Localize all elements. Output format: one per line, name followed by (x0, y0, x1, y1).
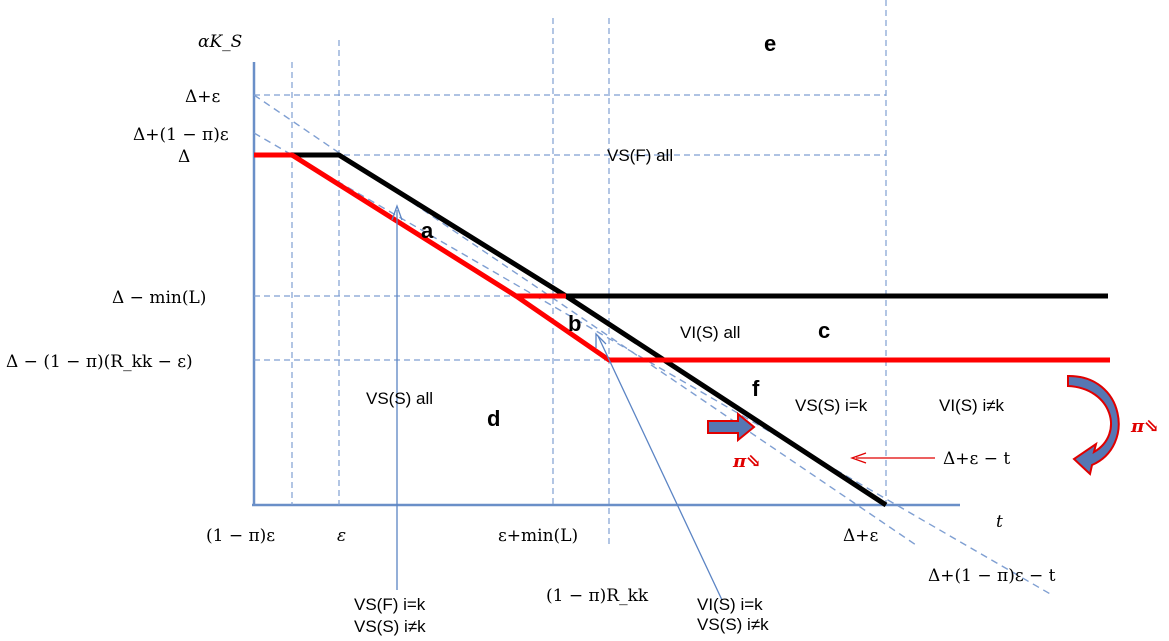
annotation-bottom-left-1: VS(F) i=k (354, 595, 426, 614)
region-label-a: a (421, 218, 434, 243)
zone-label-vs-s-all: VS(S) all (366, 389, 433, 408)
zone-label-vs-s-ik: VS(S) i=k (795, 396, 868, 415)
x-tick-label: ε+min(L) (498, 526, 578, 546)
pointer-line-mid (597, 335, 723, 601)
region-label-e: e (764, 31, 776, 56)
y-tick-label: Δ+(1 − π)ε (133, 125, 229, 145)
black-curve-upper (254, 152, 1108, 299)
y-tick-label: Δ+ε (185, 87, 221, 107)
y-tick-label: Δ (178, 147, 190, 167)
x-tick-label: (1 − π)ε (206, 526, 275, 546)
pointer-head-left (391, 204, 403, 221)
annotation-bottom-mid-1: VI(S) i=k (697, 595, 763, 614)
region-label-b: b (568, 311, 581, 336)
y-axis-label: αK_S (198, 32, 242, 52)
right-block-arrow (707, 411, 756, 443)
region-label-c: c (818, 318, 830, 343)
red-curve-upper (254, 152, 566, 299)
x-tick-label: (1 − π)R_kk (546, 586, 649, 606)
x-tick-label: Δ+ε (843, 526, 879, 546)
black-curve-diagonal (564, 293, 888, 508)
annotation-bottom-mid-2: VS(S) i≠k (697, 615, 769, 634)
pointer-head-mid (595, 332, 607, 348)
annotation-pi-arrow: π⇘ (732, 451, 761, 472)
pointer-head-right (850, 452, 867, 464)
x-tick-label: ε (337, 526, 346, 546)
diag-delta-1mpi-eps-t (253, 132, 1053, 596)
zone-label-vi-s-all: VI(S) all (680, 323, 740, 342)
y-tick-label: Δ − min(L) (112, 288, 206, 308)
region-label-f: f (752, 376, 760, 401)
zone-label-vs-f-all: VS(F) all (607, 146, 673, 165)
curved-block-arrow (1067, 374, 1120, 476)
annotation-pi-arrow: π⇘ (1130, 416, 1159, 437)
region-label-d: d (487, 406, 500, 431)
annotation-line-eq-2: Δ+(1 − π)ε − t (928, 566, 1056, 586)
x-axis-label: t (996, 512, 1003, 532)
zone-label-vi-s-inotk: VI(S) i≠k (939, 396, 1005, 415)
annotation-bottom-left-2: VS(S) i≠k (354, 617, 426, 636)
annotation-line-eq-1: Δ+ε − t (943, 449, 1010, 469)
y-tick-label: Δ − (1 − π)(R_kk − ε) (6, 352, 193, 372)
